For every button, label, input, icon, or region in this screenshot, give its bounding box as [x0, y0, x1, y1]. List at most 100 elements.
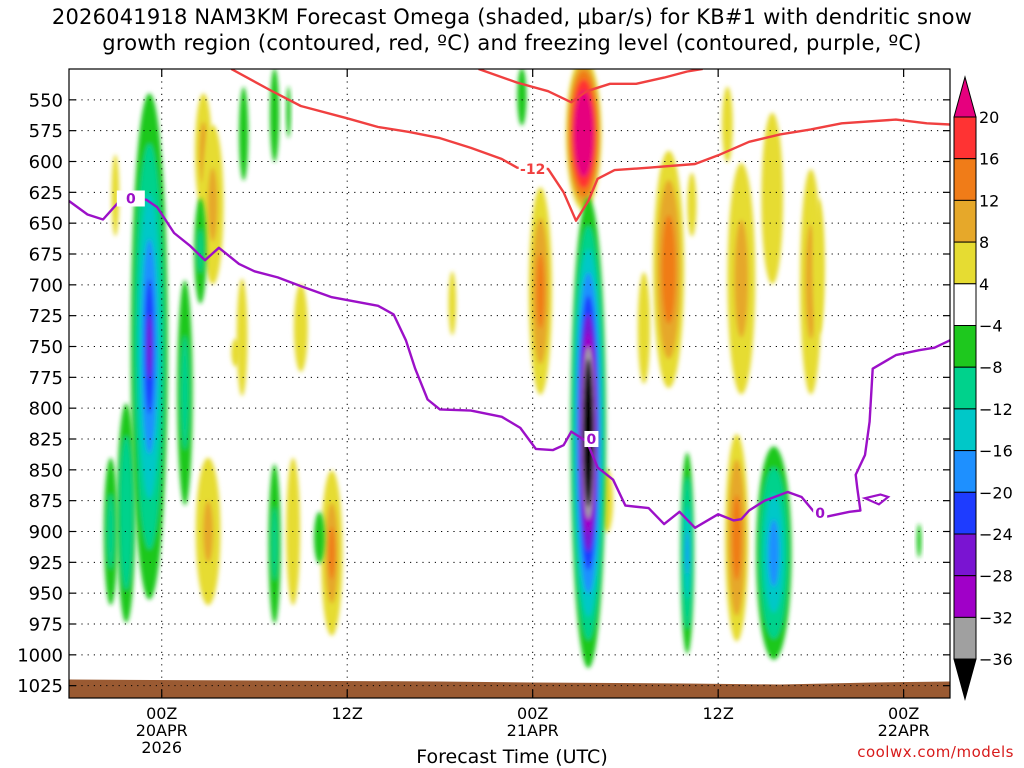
colorbar-bin	[953, 241, 977, 285]
y-tick-label: 550	[29, 90, 63, 111]
omega-ascent-patch	[517, 69, 527, 126]
contour-label: 0	[587, 432, 597, 448]
omega-ascent-column	[116, 403, 136, 623]
contour-label: 0	[126, 192, 136, 208]
omega-pos-patch	[653, 150, 685, 389]
y-tick-label: 700	[29, 275, 63, 296]
colorbar-bin	[953, 408, 977, 452]
colorbar-label: −28	[979, 567, 1013, 586]
omega-ascent-patch	[756, 446, 792, 660]
y-tick-label: 950	[29, 584, 63, 605]
colorbar-bin	[953, 116, 977, 160]
x-tick-label: 12Z	[702, 704, 733, 723]
colorbar-label: −20	[979, 483, 1013, 502]
omega-ascent-patch	[268, 464, 281, 624]
omega-ascent-patch	[680, 452, 695, 654]
omega-pos-patch	[637, 272, 651, 384]
x-tick-label: 00Z	[517, 704, 548, 723]
colorbar-label: 8	[979, 233, 989, 252]
y-tick-label: 750	[29, 337, 63, 358]
y-tick-label: 625	[29, 183, 63, 204]
omega-ascent-patch	[194, 198, 207, 304]
contour-label-bg	[584, 431, 599, 447]
omega-pos-patch	[293, 284, 308, 372]
contour-line	[69, 197, 950, 529]
omega-pos-patch	[761, 112, 784, 285]
omega-pos-patch	[111, 154, 120, 237]
colorbar-bin	[953, 450, 977, 493]
omega-ascent-column	[103, 457, 118, 606]
colorbar-label: 4	[979, 275, 989, 294]
omega-pos-patch	[320, 470, 343, 636]
colorbar-bin	[953, 283, 977, 326]
y-tick-label: 925	[29, 553, 63, 574]
contour-label-bg	[813, 505, 828, 521]
colorbar-label: −16	[979, 442, 1013, 461]
omega-pos-patch	[201, 124, 224, 285]
y-tick-label: 600	[29, 152, 63, 173]
colorbar-bin	[953, 325, 977, 368]
omega-pos-patch	[725, 433, 749, 642]
plot-frame	[68, 68, 951, 699]
colorbar-label: 12	[979, 191, 999, 210]
colorbar: 20 16 12 8 4 −4 −8 −12 −16 −20 −24 −28 −32 −36	[953, 75, 1013, 701]
omega-pos-patch	[722, 86, 733, 163]
y-tick-label: 825	[29, 430, 63, 451]
x-tick-label: 00Z	[888, 704, 919, 723]
colorbar-bin	[953, 366, 977, 410]
chart-title-line-2: growth region (contoured, red, ºC) and f…	[102, 31, 922, 55]
y-tick-label: 575	[29, 121, 63, 142]
omega-ascent-patch	[269, 69, 280, 163]
y-tick-label: 850	[29, 460, 63, 481]
omega-shading	[103, 69, 922, 669]
omega-ascent-patch	[239, 86, 249, 181]
colorbar-bin	[953, 158, 977, 201]
colorbar-label: −36	[979, 650, 1013, 669]
omega-pos-patch	[448, 271, 457, 336]
y-tick-label: 1025	[17, 676, 63, 697]
x-tick-label: 2026	[141, 738, 182, 757]
x-tick-label: 21APR	[507, 721, 559, 740]
credit-text: coolwx.com/models	[857, 743, 1014, 761]
contour-line	[478, 69, 703, 104]
y-tick-label: 800	[29, 399, 63, 420]
x-tick-label: 20APR	[136, 721, 188, 740]
y-tick-label: 775	[29, 368, 63, 389]
colorbar-label: −4	[979, 317, 1003, 336]
contour-lines: -12 0 0 0	[69, 69, 950, 529]
y-tick-label: 650	[29, 214, 63, 235]
terrain-fill	[69, 679, 950, 698]
colorbar-label: 16	[979, 150, 999, 169]
omega-ascent-patch	[313, 511, 325, 564]
omega-pos-patch	[236, 278, 248, 397]
colorbar-bin	[953, 75, 977, 118]
colorbar-bin	[953, 575, 977, 618]
x-axis-title: Forecast Time (UTC)	[416, 746, 608, 768]
x-tick-label: 22APR	[878, 721, 930, 740]
colorbar-bin	[953, 658, 977, 701]
colorbar-bin	[953, 199, 977, 243]
colorbar-label: 20	[979, 108, 999, 127]
omega-ascent-column	[130, 93, 168, 600]
colorbar-bin	[953, 491, 977, 535]
colorbar-bin	[953, 533, 977, 577]
y-tick-label: 900	[29, 522, 63, 543]
x-tick-label: 00Z	[146, 704, 177, 723]
y-tick-label: 975	[29, 615, 63, 636]
colorbar-label: −8	[979, 358, 1003, 377]
omega-pos-patch	[195, 457, 221, 606]
terrain-surface	[69, 679, 950, 698]
omega-ascent-patch	[177, 280, 193, 506]
omega-ascent-patch	[916, 523, 922, 558]
y-tick-label: 725	[29, 306, 63, 327]
contour-label: -12	[520, 162, 545, 178]
colorbar-bin	[953, 616, 977, 660]
y-tick-label: 1000	[17, 645, 63, 666]
x-tick-label: 12Z	[332, 704, 363, 723]
y-tick-label: 675	[29, 245, 63, 266]
chart-title-line-1: 2026041918 NAM3KM Forecast Omega (shaded…	[51, 5, 973, 29]
colorbar-label: −32	[979, 608, 1013, 627]
contour-label: 0	[815, 506, 825, 522]
